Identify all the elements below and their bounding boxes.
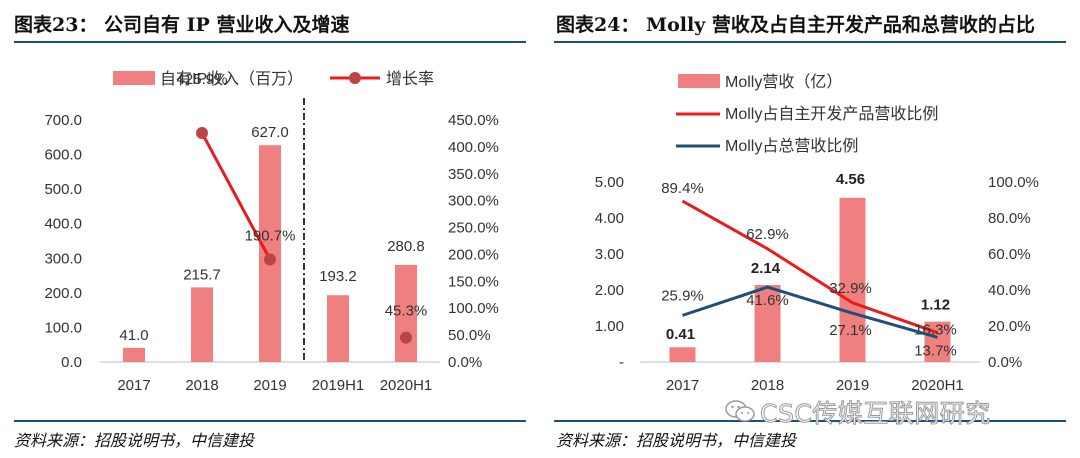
category-label: 2017 — [666, 377, 699, 394]
right-chart-title: 图表24： Molly 营收及占自主开发产品和总营收的占比 — [556, 14, 1035, 36]
self-developed-ratio-label: 89.4% — [661, 180, 704, 197]
growth-rate-point — [264, 253, 276, 266]
wechat-icon — [725, 400, 755, 422]
left-axis-tick-label: 100.0 — [44, 319, 82, 336]
bar-value-label: 2.14 — [751, 260, 781, 277]
left-axis-tick-label: - — [619, 354, 624, 371]
legend-swatch-bar — [678, 74, 720, 88]
bar — [754, 284, 781, 362]
bar — [123, 347, 145, 362]
right-axis-tick-label: 300.0% — [448, 193, 499, 210]
watermark-text: CSC传媒互联网研究 — [760, 399, 991, 429]
legend-label-total-ratio: Molly占总营收比例 — [725, 137, 858, 155]
left-axis-tick-label: 4.00 — [595, 210, 624, 227]
right-axis-tick-label: 200.0% — [448, 246, 499, 263]
legend-swatch-bar — [113, 71, 155, 85]
molly-revenue-chart: - 1.00 2.00 3.00 4.00 5.00 0.0% 20.0% 40.0% 60.0%… — [595, 73, 1039, 394]
category-label: 2019 — [253, 377, 286, 394]
bar-value-label: 41.0 — [119, 327, 148, 344]
right-source-note: 资料来源：招股说明书，中信建投 — [556, 431, 797, 450]
growth-rate-point — [400, 331, 412, 344]
left-axis-tick-label: 3.00 — [595, 246, 624, 263]
left-chart-title: 图表23： 公司自有 IP 营业收入及增速 — [14, 14, 350, 36]
category-label: 2018 — [185, 377, 218, 394]
growth-rate-point — [196, 126, 208, 139]
total-revenue-ratio-label: 25.9% — [661, 287, 704, 304]
right-axis-tick-label: 20.0% — [988, 318, 1031, 335]
left-axis-tick-label: 300.0 — [44, 250, 82, 267]
category-label: 2019H1 — [312, 377, 365, 394]
right-axis-tick-label: 150.0% — [448, 273, 499, 290]
self-developed-ratio-line — [681, 199, 938, 335]
bar-value-label: 4.56 — [836, 171, 865, 188]
right-axis-tick-label: 50.0% — [448, 327, 491, 344]
right-axis-tick-label: 250.0% — [448, 220, 499, 237]
right-axis-tick-label: 60.0% — [988, 246, 1031, 263]
total-revenue-ratio-line — [682, 285, 938, 339]
left-axis-tick-label: 1.00 — [595, 318, 624, 335]
bar-value-label: 215.7 — [183, 266, 221, 283]
left-axis-tick-label: 0.0 — [61, 354, 82, 371]
category-label: 2018 — [751, 377, 784, 394]
category-label: 2017 — [117, 377, 150, 394]
left-axis-tick-label: 2.00 — [595, 282, 624, 299]
total-revenue-ratio-label: 13.7% — [914, 342, 957, 359]
total-revenue-ratio-label: 41.6% — [746, 292, 789, 309]
category-label: 2020H1 — [911, 377, 964, 394]
left-title-rule — [14, 41, 526, 43]
left-chart-panel: 图表23： 公司自有 IP 营业收入及增速 0.0 100.0 200.0 300.0… — [14, 14, 526, 450]
right-axis-tick-label: 0.0% — [988, 354, 1022, 371]
growth-rate-label: 45.3% — [385, 303, 428, 320]
right-axis-tick-label: 350.0% — [448, 166, 499, 183]
bar-value-label: 280.8 — [387, 238, 425, 255]
bar-value-label: 1.12 — [921, 297, 950, 314]
category-label: 2020H1 — [380, 377, 433, 394]
legend-label-growth: 增长率 — [386, 70, 434, 88]
bar — [669, 347, 696, 362]
right-axis-tick-label: 40.0% — [988, 282, 1031, 299]
bar — [191, 287, 213, 362]
category-label: 2019 — [836, 377, 869, 394]
right-axis-tick-label: 80.0% — [988, 210, 1031, 227]
left-axis-tick-label: 500.0 — [44, 181, 82, 198]
total-revenue-ratio-label: 27.1% — [829, 322, 872, 339]
left-axis-tick-label: 600.0 — [44, 147, 82, 164]
self-developed-ratio-label: 62.9% — [746, 226, 789, 243]
right-axis-tick-label: 450.0% — [448, 112, 499, 129]
self-developed-ratio-label: 32.9% — [829, 280, 872, 297]
left-axis-tick-label: 5.00 — [595, 174, 624, 191]
bar — [839, 197, 866, 362]
growth-rate-label: 425.9% — [177, 71, 228, 88]
bar-value-label: 193.2 — [319, 268, 357, 285]
bar — [327, 295, 349, 362]
left-axis-tick-label: 200.0 — [44, 285, 82, 302]
right-source-rule — [554, 420, 1066, 422]
right-axis-tick-label: 100.0% — [988, 174, 1039, 191]
right-chart-panel: 图表24： Molly 营收及占自主开发产品和总营收的占比 - 1.00 2.00 3… — [540, 0, 1080, 458]
left-axis-tick-label: 700.0 — [44, 112, 82, 129]
bar-value-label: 0.41 — [666, 326, 695, 343]
legend-label-molly-revenue: Molly营收（亿） — [725, 73, 842, 91]
growth-rate-label: 190.7% — [245, 227, 296, 244]
ip-revenue-chart: 0.0 100.0 200.0 300.0 400.0 500.0 600.0 700.0 0.… — [44, 70, 499, 394]
legend-swatch-marker — [349, 72, 361, 84]
bar-value-label: 627.0 — [251, 124, 289, 141]
growth-rate-line — [200, 132, 272, 261]
right-axis-tick-label: 0.0% — [448, 354, 482, 371]
legend-label-revenue: 自有IP收入（百万） — [160, 70, 303, 88]
left-axis-tick-label: 400.0 — [44, 216, 82, 233]
left-source-rule — [14, 420, 526, 422]
right-axis-tick-label: 400.0% — [448, 139, 499, 156]
right-title-rule — [554, 41, 1066, 43]
left-source-note: 资料来源：招股说明书，中信建投 — [14, 431, 255, 450]
legend-label-self-developed-ratio: Molly占自主开发产品营收比例 — [725, 105, 938, 123]
right-axis-tick-label: 100.0% — [448, 300, 499, 317]
